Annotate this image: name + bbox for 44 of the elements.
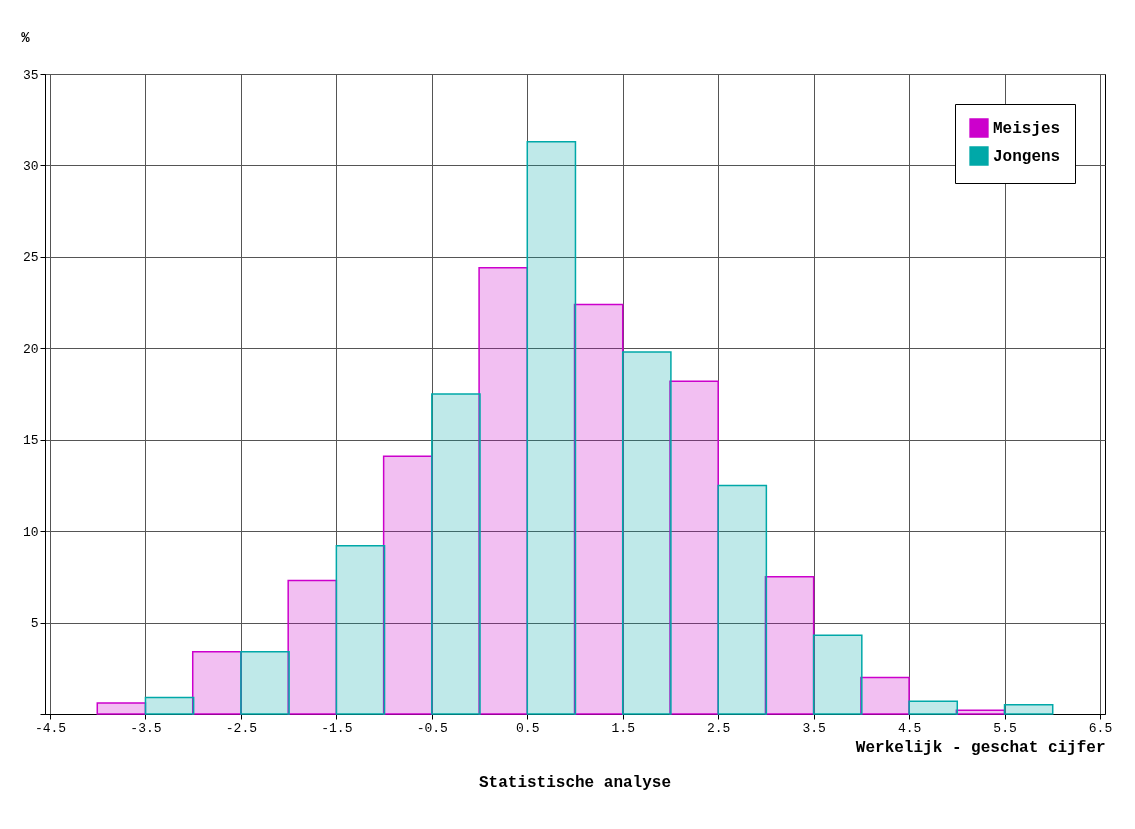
x-axis-title: Werkelijk - geschat cijfer [855,738,1106,757]
bar [621,351,672,715]
x-tick-label: 2.5 [706,720,731,736]
bar [382,455,433,715]
x-tick-label: -1.5 [321,720,353,736]
bar [191,651,242,715]
y-tick-label: 5 [30,616,39,632]
bar [431,393,481,715]
y-axis-title: % [21,29,31,46]
x-tick-label: -0.5 [416,720,448,736]
legend-label: Meisjes [993,120,1061,138]
bar [1003,704,1054,715]
text: Statistische analyse [478,774,672,792]
y-tick-label: 10 [22,524,39,540]
x-tick-label: 1.5 [611,720,635,736]
bar [573,303,624,715]
bar [96,702,147,715]
y-tick-label: 35 [22,67,39,83]
bar [478,267,529,715]
bar [955,709,1006,715]
bar [812,634,863,715]
x-tick-label: 5.5 [993,720,1017,736]
bar [240,651,290,715]
x-tick-label: -3.5 [130,720,162,736]
y-tick-label: 15 [22,433,39,449]
bar [144,696,195,715]
bar [335,545,386,715]
y-tick-label: 30 [22,158,39,174]
bar [526,140,577,715]
bar [908,700,959,715]
bar [764,576,815,715]
x-tick-label: 6.5 [1088,720,1113,736]
x-tick-label: -2.5 [225,720,258,736]
y-tick-label: 20 [22,341,39,357]
legend-label: Jongens [993,148,1061,166]
bar [717,484,768,715]
y-tick-label: 25 [22,250,39,266]
x-tick-label: 0.5 [516,720,540,736]
x-tick-label: -4.5 [34,720,67,736]
bar [860,676,910,715]
x-tick-label: 4.5 [897,720,922,736]
bar [669,380,719,715]
bar [287,579,338,715]
x-tick-label: 3.5 [802,720,826,736]
